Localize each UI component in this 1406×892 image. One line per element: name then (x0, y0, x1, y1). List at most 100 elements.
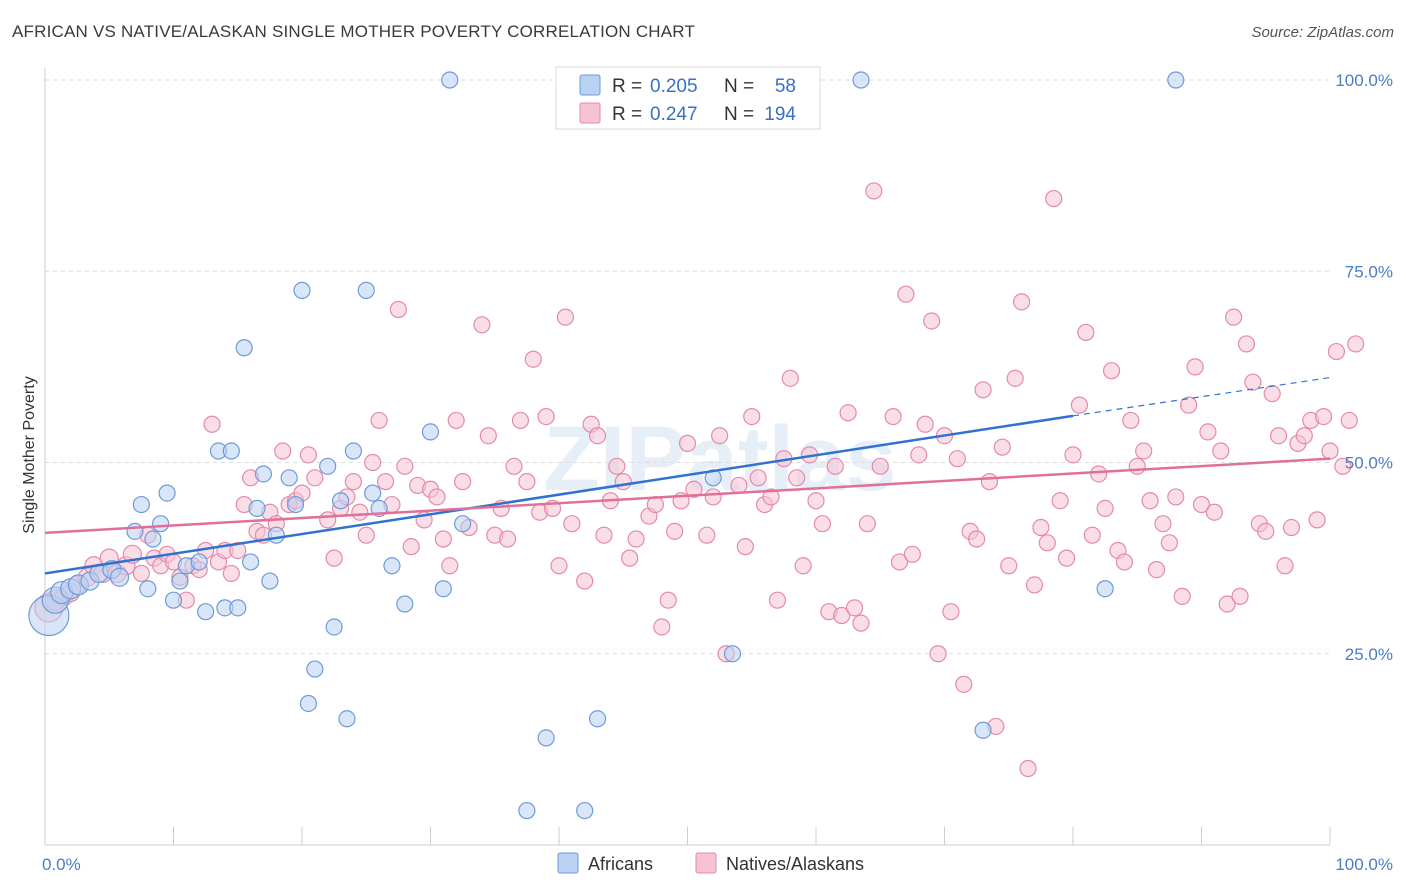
natives-point-189 (1314, 408, 1333, 426)
natives-point-183 (1276, 557, 1294, 575)
legend-r-label-natives: R = (612, 104, 642, 125)
natives-point-107 (781, 369, 799, 387)
natives-point-136 (974, 381, 992, 399)
natives-point-162 (1141, 492, 1159, 510)
africans-point-56 (974, 721, 992, 739)
natives-point-149 (1057, 549, 1076, 567)
africans-point-54 (723, 645, 742, 663)
africans-point-48 (454, 515, 472, 533)
natives-point-63 (473, 316, 491, 334)
natives-point-173 (1212, 442, 1230, 460)
natives-point-91 (666, 522, 684, 540)
natives-point-97 (711, 427, 729, 445)
legend-swatch-natives (579, 102, 601, 124)
y-tick-label-100: 100.0% (1335, 71, 1393, 90)
natives-point-95 (698, 526, 716, 544)
natives-point-12 (132, 564, 150, 583)
natives-point-23 (203, 415, 221, 433)
africans-point-29 (267, 526, 285, 544)
series-legend-swatch-africans (557, 852, 579, 874)
y-tick-label-25: 25.0% (1345, 645, 1393, 664)
natives-point-160 (1128, 457, 1146, 475)
natives-point-96 (704, 488, 722, 506)
natives-point-144 (1025, 576, 1044, 594)
natives-point-168 (1180, 396, 1198, 414)
natives-point-34 (274, 442, 292, 460)
natives-point-167 (1173, 587, 1191, 605)
natives-point-45 (351, 503, 369, 521)
natives-point-140 (1000, 557, 1018, 575)
natives-point-170 (1192, 495, 1211, 514)
africans-point-40 (357, 281, 375, 299)
natives-point-117 (845, 599, 864, 617)
africans-point-52 (588, 710, 607, 728)
natives-point-101 (743, 408, 761, 426)
natives-point-109 (794, 557, 812, 575)
natives-point-194 (1347, 335, 1365, 353)
natives-point-143 (1019, 759, 1037, 778)
natives-point-184 (1282, 518, 1301, 537)
axes (44, 68, 1331, 846)
natives-point-126 (910, 446, 928, 464)
natives-point-59 (441, 557, 459, 575)
natives-point-46 (357, 526, 375, 544)
natives-point-78 (576, 572, 594, 590)
africans-point-34 (306, 660, 324, 678)
africans-point-25 (242, 553, 260, 571)
natives-point-120 (865, 182, 883, 200)
natives-point-182 (1269, 427, 1288, 445)
africans-point-23 (229, 599, 247, 617)
natives-point-155 (1096, 499, 1114, 517)
africans-point-49 (518, 801, 536, 820)
natives-point-124 (897, 285, 915, 303)
natives-point-122 (884, 408, 902, 426)
africans-point-27 (254, 465, 273, 483)
natives-point-115 (833, 606, 851, 625)
natives-point-148 (1051, 492, 1069, 510)
x-tick-label-min: 0.0% (42, 855, 81, 874)
natives-point-48 (370, 411, 388, 430)
natives-point-102 (749, 469, 767, 487)
natives-point-177 (1237, 335, 1256, 353)
africans-point-13 (152, 515, 170, 533)
africans-point-44 (396, 595, 414, 613)
natives-point-64 (479, 427, 497, 445)
legend-swatch-africans (579, 74, 601, 96)
series-legend-label-africans: Africans (588, 854, 653, 874)
natives-point-52 (396, 457, 414, 475)
natives-point-178 (1244, 373, 1262, 391)
natives-point-163 (1147, 560, 1166, 579)
natives-point-40 (319, 511, 337, 529)
natives-point-159 (1122, 411, 1140, 430)
natives-point-176 (1231, 587, 1249, 605)
natives-point-128 (923, 312, 941, 330)
africans-point-46 (434, 580, 452, 598)
natives-point-94 (685, 480, 703, 498)
legend-r-value-africans: 0.205 (650, 76, 698, 97)
africans-point-41 (364, 484, 382, 502)
natives-point-27 (229, 541, 247, 560)
natives-point-111 (807, 492, 825, 510)
natives-point-171 (1199, 423, 1217, 441)
legend-n-value-natives: 194 (764, 104, 796, 125)
natives-point-49 (376, 473, 395, 491)
natives-point-123 (890, 553, 909, 571)
africans-point-18 (190, 553, 208, 571)
natives-point-132 (948, 450, 966, 468)
trend-lines (44, 376, 1331, 575)
natives-point-44 (344, 473, 362, 491)
natives-point-190 (1321, 442, 1339, 460)
series-legend: Africans Natives/Alaskans (557, 852, 864, 874)
natives-point-108 (788, 469, 806, 487)
stats-legend: R = 0.205 N = 58 R = 0.247 N = 194 (555, 66, 821, 130)
natives-point-181 (1263, 385, 1281, 403)
natives-point-58 (434, 530, 452, 548)
africans-point-22 (222, 442, 240, 460)
natives-point-85 (621, 549, 639, 567)
natives-point-116 (839, 404, 857, 422)
series-legend-swatch-natives (695, 852, 717, 874)
natives-point-26 (222, 564, 240, 583)
africans-point-9 (126, 522, 144, 540)
natives-point-86 (627, 530, 645, 548)
